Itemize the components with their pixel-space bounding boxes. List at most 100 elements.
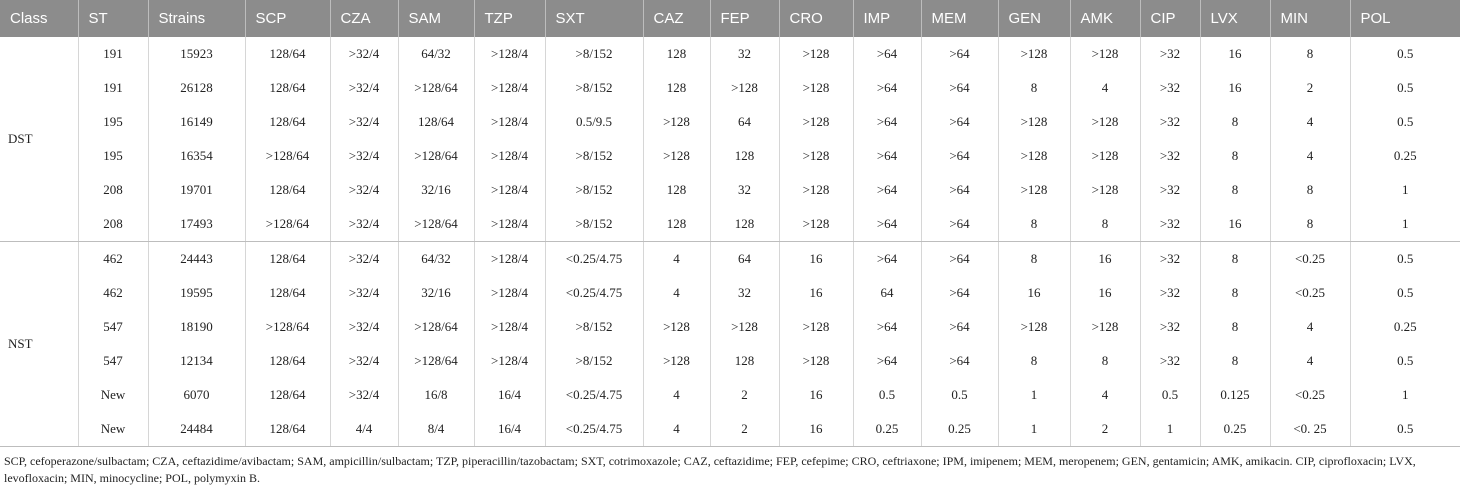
table-cell: 0.25 bbox=[1349, 310, 1460, 344]
table-cell: 0.25 bbox=[1199, 412, 1270, 447]
table-cell: 0.5/9.5 bbox=[544, 105, 643, 139]
table-cell: 1 bbox=[1349, 378, 1460, 412]
table-cell: 8 bbox=[1199, 139, 1270, 173]
header-cell: TZP bbox=[473, 0, 545, 37]
class-cell: DST bbox=[0, 37, 78, 242]
table-cell: >128/4 bbox=[473, 344, 545, 378]
table-cell: 128/64 bbox=[244, 412, 330, 447]
table-cell: 16/4 bbox=[473, 378, 545, 412]
table-cell: >128 bbox=[642, 139, 710, 173]
table-cell: 8 bbox=[1269, 37, 1350, 71]
table-cell: >64 bbox=[852, 241, 921, 276]
table-cell: 0.5 bbox=[1349, 241, 1460, 276]
header-cell: CRO bbox=[778, 0, 853, 37]
table-cell: 0.125 bbox=[1199, 378, 1270, 412]
table-cell: 128/64 bbox=[244, 173, 330, 207]
table-cell: 1 bbox=[1139, 412, 1200, 447]
table-cell: >128 bbox=[642, 310, 710, 344]
table-cell: 32 bbox=[709, 173, 779, 207]
table-row: 547 12134 128/64 >32/4 >128/64 >128/4 >8/152 >1… bbox=[0, 344, 1460, 378]
table-cell: 8 bbox=[1069, 344, 1140, 378]
table-cell: 1 bbox=[1349, 173, 1460, 207]
table-cell: >32 bbox=[1139, 71, 1200, 105]
header-cell: CAZ bbox=[642, 0, 710, 37]
table-cell: >32 bbox=[1139, 173, 1200, 207]
table-cell: 0.5 bbox=[1349, 344, 1460, 378]
table-cell: 128 bbox=[642, 37, 710, 71]
table-cell: 191 bbox=[77, 37, 148, 71]
table-cell: 16 bbox=[778, 378, 853, 412]
table-cell: 0.5 bbox=[1349, 37, 1460, 71]
table-cell: <0.25 bbox=[1269, 378, 1350, 412]
table-cell: 128/64 bbox=[244, 276, 330, 310]
table-cell: 1 bbox=[1349, 207, 1460, 242]
table-cell: >128/4 bbox=[473, 207, 545, 242]
table-cell: >128 bbox=[709, 71, 779, 105]
table-cell: >8/152 bbox=[544, 207, 643, 242]
table-cell: >64 bbox=[920, 344, 998, 378]
table-cell: >128/4 bbox=[473, 173, 545, 207]
table-cell: 64 bbox=[852, 276, 921, 310]
table-cell: 24443 bbox=[147, 241, 245, 276]
table-cell: >128 bbox=[1069, 105, 1140, 139]
table-cell: 16 bbox=[778, 241, 853, 276]
table-cell: 16354 bbox=[147, 139, 245, 173]
table-cell: >64 bbox=[920, 139, 998, 173]
table-row: 195 16149 128/64 >32/4 128/64 >128/4 0.5/9.5 >1… bbox=[0, 105, 1460, 139]
table-cell: 4/4 bbox=[329, 412, 398, 447]
table-cell: >32/4 bbox=[329, 310, 398, 344]
table-cell: >32 bbox=[1139, 344, 1200, 378]
header-cell: POL bbox=[1349, 0, 1460, 37]
table-cell: 4 bbox=[642, 241, 710, 276]
table-cell: New bbox=[77, 412, 148, 447]
table-cell: >64 bbox=[852, 207, 921, 242]
table-cell: 128 bbox=[709, 207, 779, 242]
table-cell: >128/4 bbox=[473, 241, 545, 276]
table-cell: 0.5 bbox=[1349, 71, 1460, 105]
table-cell: 32 bbox=[709, 276, 779, 310]
table-cell: 16149 bbox=[147, 105, 245, 139]
table-cell: 8 bbox=[997, 344, 1070, 378]
table-cell: 0.25 bbox=[1349, 139, 1460, 173]
table-cell: >64 bbox=[852, 173, 921, 207]
table-cell: 128/64 bbox=[244, 378, 330, 412]
table-cell: >128/4 bbox=[473, 310, 545, 344]
table-cell: <0.25/4.75 bbox=[544, 276, 643, 310]
table-cell: 0.25 bbox=[920, 412, 998, 447]
table-cell: 8 bbox=[997, 207, 1070, 242]
table-cell: 462 bbox=[77, 276, 148, 310]
table-cell: 4 bbox=[1269, 139, 1350, 173]
header-cell: MIN bbox=[1269, 0, 1350, 37]
table-cell: >128 bbox=[709, 310, 779, 344]
table-cell: >128 bbox=[997, 37, 1070, 71]
table-cell: >128 bbox=[997, 173, 1070, 207]
table-cell: >128/4 bbox=[473, 276, 545, 310]
table-cell: 16 bbox=[1199, 37, 1270, 71]
table-cell: 64 bbox=[709, 241, 779, 276]
table-cell: >32/4 bbox=[329, 173, 398, 207]
table-cell: >32/4 bbox=[329, 344, 398, 378]
header-cell: CZA bbox=[329, 0, 398, 37]
table-row: DST 191 15923 128/64 >32/4 64/32 >128/4 >8/152 1… bbox=[0, 37, 1460, 242]
table-body: DST 191 15923 128/64 >32/4 64/32 >128/4 >8/152 1… bbox=[0, 37, 1460, 447]
table-cell: >64 bbox=[852, 71, 921, 105]
table-cell: >32/4 bbox=[329, 105, 398, 139]
table-cell: >64 bbox=[920, 105, 998, 139]
table-cell: >32 bbox=[1139, 105, 1200, 139]
table-cell: >128/64 bbox=[397, 207, 474, 242]
table-cell: 8 bbox=[1069, 207, 1140, 242]
table-cell: 8 bbox=[1199, 276, 1270, 310]
table-cell: 547 bbox=[77, 344, 148, 378]
table-cell: >128/64 bbox=[397, 344, 474, 378]
header-cell: IMP bbox=[852, 0, 921, 37]
header-cell: MEM bbox=[920, 0, 998, 37]
table-cell: 547 bbox=[77, 310, 148, 344]
table-cell: 1 bbox=[997, 378, 1070, 412]
table-cell: >64 bbox=[920, 37, 998, 71]
table-cell: >128/64 bbox=[397, 310, 474, 344]
table-cell: >64 bbox=[920, 241, 998, 276]
table-cell: >128/4 bbox=[473, 105, 545, 139]
table-cell: 4 bbox=[1269, 344, 1350, 378]
table-cell: >128 bbox=[778, 37, 853, 71]
